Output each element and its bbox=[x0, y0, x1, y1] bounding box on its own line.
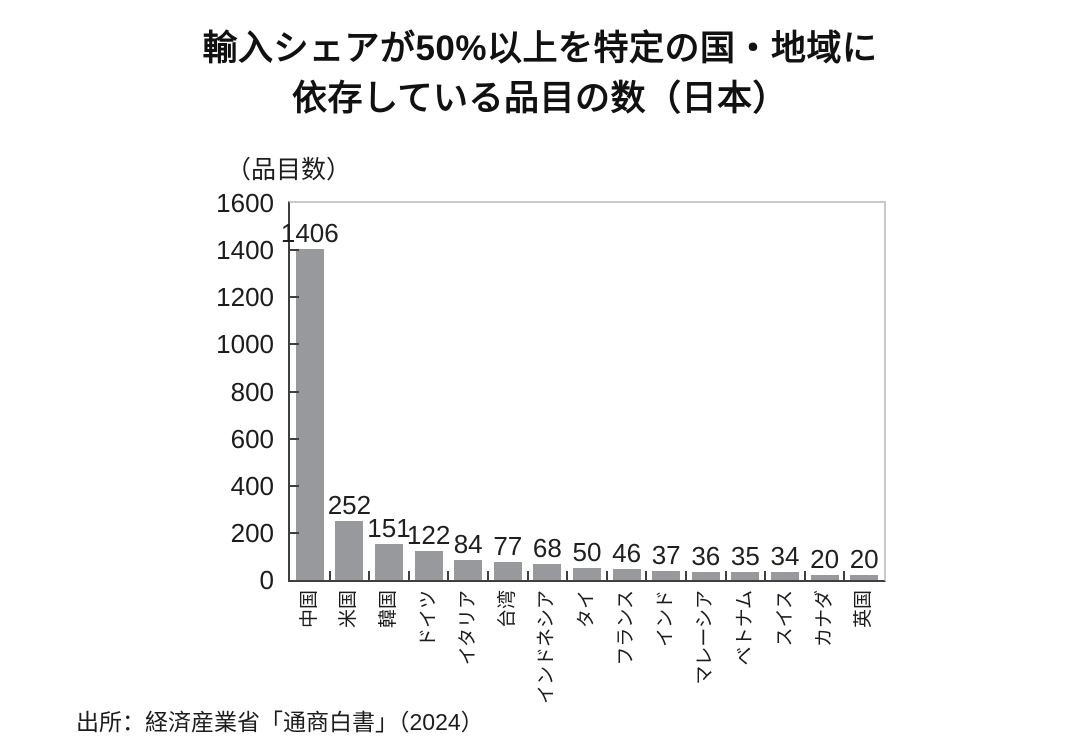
x-tick-mark bbox=[487, 571, 489, 580]
y-tick-label: 600 bbox=[230, 423, 274, 454]
category-label-text: 台湾 bbox=[496, 590, 518, 629]
y-axis-tick-labels: 0 200 400 600 800 1000 1200 1400 1600 bbox=[0, 189, 274, 594]
x-tick-mark bbox=[447, 571, 450, 580]
bar bbox=[652, 571, 681, 580]
category-label-text: タイ bbox=[576, 590, 597, 629]
bar-value-label: 84 bbox=[453, 529, 483, 560]
bar-value-label: 68 bbox=[532, 532, 562, 563]
x-tick-mark bbox=[368, 571, 371, 580]
x-tick-mark bbox=[724, 571, 727, 580]
category-label-text: カナダ bbox=[813, 590, 835, 648]
y-tick-mark bbox=[290, 437, 299, 440]
category-label-text: ドイツ bbox=[417, 590, 439, 648]
y-tick-label: 200 bbox=[230, 517, 274, 548]
bar bbox=[493, 561, 522, 580]
category-label-text: 英国 bbox=[853, 590, 875, 629]
x-tick-mark bbox=[566, 571, 569, 580]
category-label-text: ベトナム bbox=[734, 590, 756, 666]
category-label-text: フランス bbox=[615, 590, 637, 666]
bar-value-label: 34 bbox=[770, 541, 800, 571]
bar-value-label: 1406 bbox=[280, 217, 339, 248]
bar-value-label: 252 bbox=[327, 489, 372, 520]
bar-value-label: 46 bbox=[612, 538, 642, 569]
category-label-text: 米国 bbox=[338, 590, 360, 629]
x-tick-mark bbox=[605, 571, 608, 580]
x-tick-mark bbox=[803, 571, 806, 580]
bar-value-label: 122 bbox=[406, 520, 451, 551]
bar-value-label: 36 bbox=[691, 540, 721, 571]
bar bbox=[414, 551, 443, 580]
x-tick-mark bbox=[526, 571, 529, 580]
y-tick-mark bbox=[290, 296, 299, 299]
category-label-text: イタリア bbox=[457, 590, 479, 666]
bar bbox=[454, 560, 483, 580]
x-tick-mark bbox=[843, 571, 846, 580]
chart-title-line-1: 輸入シェアが50%以上を特定の国・地域に bbox=[202, 29, 878, 68]
bar bbox=[691, 571, 720, 580]
bar bbox=[850, 575, 879, 580]
category-label-text: 中国 bbox=[298, 590, 320, 629]
y-tick-label: 1600 bbox=[216, 188, 274, 218]
y-tick-label: 1400 bbox=[216, 235, 274, 266]
bar bbox=[295, 248, 324, 580]
chart-title-line-2: 依存している品目の数（日本） bbox=[292, 78, 788, 118]
source-note: 出所：経済産業省「通商白書」（2024） bbox=[76, 709, 484, 735]
category-label-text: 韓国 bbox=[378, 590, 399, 629]
category-label-text: インド bbox=[655, 590, 677, 648]
x-tick-mark bbox=[328, 571, 331, 580]
bar-value-label: 50 bbox=[572, 537, 602, 568]
y-tick-mark bbox=[290, 390, 299, 393]
bar bbox=[771, 572, 799, 580]
category-label-text: マレーシア bbox=[694, 590, 716, 685]
y-tick-mark bbox=[290, 343, 299, 346]
x-tick-mark bbox=[407, 571, 410, 580]
bar bbox=[375, 544, 403, 580]
chart-title: 輸入シェアが50%以上を特定の国・地域に 依存している品目の数（日本） bbox=[0, 24, 1080, 123]
bar-value-label: 35 bbox=[730, 540, 760, 571]
bar bbox=[612, 569, 641, 580]
x-tick-mark bbox=[685, 571, 687, 580]
y-tick-label: 1000 bbox=[216, 329, 274, 360]
category-label-text: インドネシア bbox=[536, 590, 558, 705]
y-tick-label: 400 bbox=[230, 470, 274, 501]
x-tick-mark bbox=[645, 571, 648, 580]
bar bbox=[573, 568, 601, 580]
x-tick-mark bbox=[764, 571, 767, 580]
category-label-text: スイス bbox=[774, 590, 795, 647]
bar bbox=[533, 563, 562, 580]
y-tick-mark bbox=[290, 484, 299, 487]
bar bbox=[810, 575, 839, 580]
bar bbox=[731, 571, 760, 580]
bar-value-label: 20 bbox=[849, 544, 879, 575]
bar-value-label: 37 bbox=[651, 540, 681, 571]
y-tick-label: 1200 bbox=[216, 282, 274, 313]
bar-value-label: 77 bbox=[493, 530, 523, 561]
bar-value-label: 151 bbox=[367, 513, 411, 544]
plot-area: 1406 252 151 122 84 77 68 50 46 37 36 35 34 20 20 bbox=[281, 201, 886, 582]
bar bbox=[335, 520, 364, 580]
y-tick-label: 0 bbox=[259, 565, 274, 595]
y-axis-unit-label: （品目数） bbox=[226, 156, 352, 184]
y-tick-label: 800 bbox=[230, 376, 274, 407]
bar-value-label: 20 bbox=[810, 544, 840, 575]
y-tick-mark bbox=[290, 249, 299, 252]
y-tick-mark bbox=[290, 531, 299, 534]
